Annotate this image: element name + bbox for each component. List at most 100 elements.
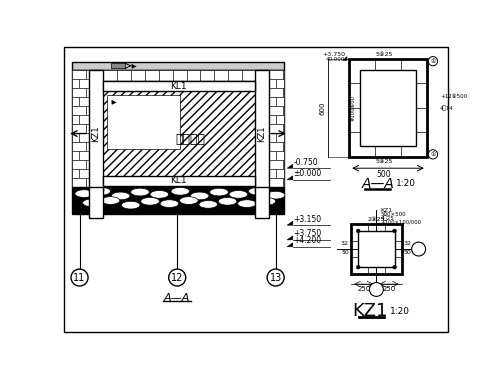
Bar (89, 70, 103, 81)
Bar (86, 142, 89, 151)
Bar (79, 97, 89, 106)
Text: 500×500: 500×500 (380, 212, 406, 217)
Bar (186, 70, 200, 81)
Text: 4⑭14: 4⑭14 (440, 105, 454, 111)
Ellipse shape (75, 190, 94, 198)
Text: 50: 50 (404, 251, 411, 255)
Ellipse shape (112, 192, 130, 200)
Bar (110, 63, 124, 68)
Bar (276, 115, 284, 124)
Bar (268, 97, 276, 106)
Ellipse shape (150, 190, 169, 198)
Polygon shape (287, 236, 292, 240)
Polygon shape (287, 221, 292, 225)
Bar (144, 70, 158, 81)
Bar (268, 133, 276, 142)
Bar (72, 115, 79, 124)
Text: KZ1: KZ1 (380, 208, 392, 213)
Bar (282, 88, 284, 97)
Bar (268, 170, 276, 178)
Text: KL1: KL1 (170, 176, 187, 185)
Bar (268, 106, 282, 115)
Bar (268, 124, 282, 133)
Bar (282, 70, 284, 79)
Bar (86, 124, 89, 133)
Text: 待折墙体: 待折墙体 (176, 133, 206, 146)
Bar (242, 70, 256, 81)
Bar (254, 70, 268, 191)
Text: KZ1: KZ1 (352, 302, 388, 320)
Ellipse shape (218, 198, 237, 205)
Text: 40.000: 40.000 (326, 57, 345, 62)
Bar (86, 160, 89, 170)
Text: 13: 13 (270, 273, 282, 282)
Text: 2⑨25: 2⑨25 (368, 217, 385, 222)
Bar (276, 79, 284, 88)
Bar (349, 59, 427, 157)
Bar (103, 70, 117, 81)
Text: I▶: I▶ (130, 64, 138, 69)
Ellipse shape (102, 197, 120, 204)
Ellipse shape (257, 198, 276, 205)
Circle shape (370, 282, 384, 296)
Bar (103, 91, 255, 176)
Bar (86, 88, 89, 97)
Bar (89, 70, 103, 191)
Bar (268, 142, 282, 151)
Text: KZ1: KZ1 (92, 125, 100, 142)
Bar (172, 70, 186, 81)
Bar (72, 133, 79, 142)
Bar (268, 178, 282, 188)
Circle shape (392, 265, 396, 269)
Ellipse shape (210, 188, 229, 196)
Bar (254, 188, 268, 218)
Bar (276, 170, 284, 178)
Text: 250: 250 (382, 286, 396, 292)
Bar (72, 151, 79, 160)
Bar (106, 95, 180, 149)
Ellipse shape (248, 188, 267, 195)
Bar (72, 178, 86, 188)
Ellipse shape (82, 199, 101, 207)
Ellipse shape (122, 201, 140, 209)
Text: -0.750: -0.750 (294, 158, 318, 166)
Bar (72, 70, 284, 188)
Bar (72, 160, 86, 170)
Bar (282, 160, 284, 170)
Circle shape (412, 242, 426, 256)
Text: I▶: I▶ (110, 99, 117, 104)
Bar (351, 224, 402, 274)
Text: 5⑨25: 5⑨25 (376, 51, 393, 57)
Circle shape (356, 265, 360, 269)
Bar (72, 62, 284, 70)
Bar (86, 178, 89, 188)
Text: +100×100/000: +100×100/000 (380, 220, 421, 225)
Text: 1:20: 1:20 (390, 306, 410, 315)
Bar (103, 176, 255, 186)
Bar (72, 106, 86, 115)
Text: ±0.000: ±0.000 (294, 169, 322, 178)
Text: +4.200: +4.200 (294, 236, 322, 245)
Bar (276, 151, 284, 160)
Bar (72, 188, 284, 214)
Ellipse shape (171, 188, 190, 195)
Bar (256, 70, 268, 81)
Bar (79, 79, 89, 88)
Circle shape (356, 229, 360, 233)
Ellipse shape (199, 201, 218, 208)
Text: 1:20: 1:20 (396, 179, 416, 188)
Text: #100⑥00: #100⑥00 (351, 95, 356, 121)
Text: ①: ① (430, 152, 436, 157)
Text: +3.150: +3.150 (294, 214, 322, 223)
Bar (158, 70, 172, 81)
Polygon shape (287, 164, 292, 168)
Bar (268, 70, 282, 79)
Bar (282, 178, 284, 188)
Bar (282, 124, 284, 133)
Text: 32: 32 (341, 241, 349, 246)
Bar (358, 231, 395, 267)
Ellipse shape (229, 190, 248, 198)
Bar (89, 188, 103, 218)
Circle shape (428, 150, 438, 159)
Bar (276, 133, 284, 142)
